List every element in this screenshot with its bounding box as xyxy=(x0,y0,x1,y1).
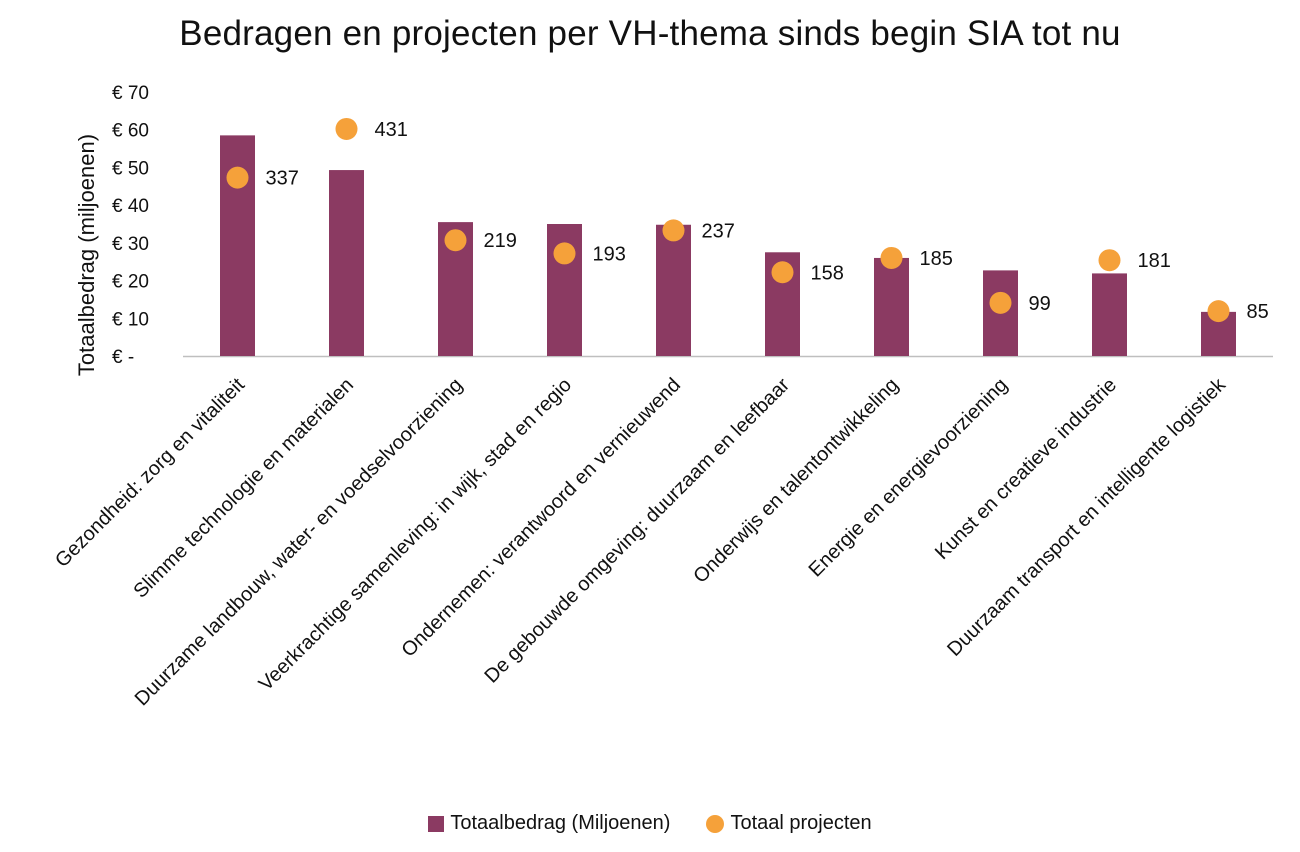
point xyxy=(880,246,903,269)
point xyxy=(989,291,1012,314)
y-tick-label: € 60 xyxy=(112,121,149,142)
data-label: 99 xyxy=(1029,293,1051,315)
x-tick-label: Slimme technologie en materialen xyxy=(129,374,358,603)
y-tick-label: € 20 xyxy=(112,272,149,293)
legend-item-bar: Totaalbedrag (Miljoenen) xyxy=(428,812,670,835)
legend: Totaalbedrag (Miljoenen) Totaal projecte… xyxy=(0,812,1300,835)
bar xyxy=(329,170,364,356)
legend-label-dot: Totaal projecten xyxy=(730,812,872,834)
data-label: 158 xyxy=(811,262,844,284)
y-tick-label: € 30 xyxy=(112,234,149,255)
legend-swatch-dot xyxy=(706,814,725,833)
point xyxy=(553,242,576,265)
y-axis-title: Totaalbedrag (miljoenen) xyxy=(74,134,99,376)
dot-label-series: 337 431 219 193 237 158 185 99 181 85 xyxy=(266,119,1269,323)
point xyxy=(226,166,249,189)
data-label: 181 xyxy=(1138,250,1171,272)
chart-title: Bedragen en projecten per VH-thema sinds… xyxy=(179,14,1121,53)
data-label: 337 xyxy=(266,168,299,190)
bar xyxy=(874,257,909,356)
y-tick-label: € 70 xyxy=(112,83,149,104)
data-label: 193 xyxy=(593,243,626,265)
legend-item-dot: Totaal projecten xyxy=(706,812,872,835)
y-tick-label: € 10 xyxy=(112,309,149,330)
data-label: 431 xyxy=(375,119,408,141)
data-label: 85 xyxy=(1247,301,1269,323)
legend-swatch-bar xyxy=(428,815,445,832)
y-axis: € - € 10 € 20 € 30 € 40 € 50 € 60 € 70 xyxy=(112,83,149,368)
bar xyxy=(1092,273,1127,356)
data-label: 219 xyxy=(484,230,517,252)
point xyxy=(335,117,358,140)
y-tick-label: € - xyxy=(112,347,134,368)
point xyxy=(1207,300,1230,323)
x-tick-label: Energie en energievoorziening xyxy=(805,374,1012,581)
x-tick-label: Onderwijs en talentontwikkeling xyxy=(689,374,903,588)
bar xyxy=(656,224,691,356)
data-label: 185 xyxy=(920,248,953,270)
y-axis-title-group: Totaalbedrag (miljoenen) xyxy=(74,134,99,376)
y-tick-label: € 40 xyxy=(112,196,149,217)
y-tick-label: € 50 xyxy=(112,158,149,179)
data-label: 237 xyxy=(702,220,735,242)
point xyxy=(662,219,685,242)
point xyxy=(1098,249,1121,272)
point xyxy=(771,261,794,284)
point xyxy=(444,229,467,252)
legend-label-bar: Totaalbedrag (Miljoenen) xyxy=(450,812,671,834)
x-tick-label: Gezondheid: zorg en vitaliteit xyxy=(51,374,249,572)
x-tick-label: Kunst en creatieve industrie xyxy=(931,374,1121,564)
bar-series xyxy=(220,135,1236,356)
dot-series xyxy=(226,117,1230,323)
